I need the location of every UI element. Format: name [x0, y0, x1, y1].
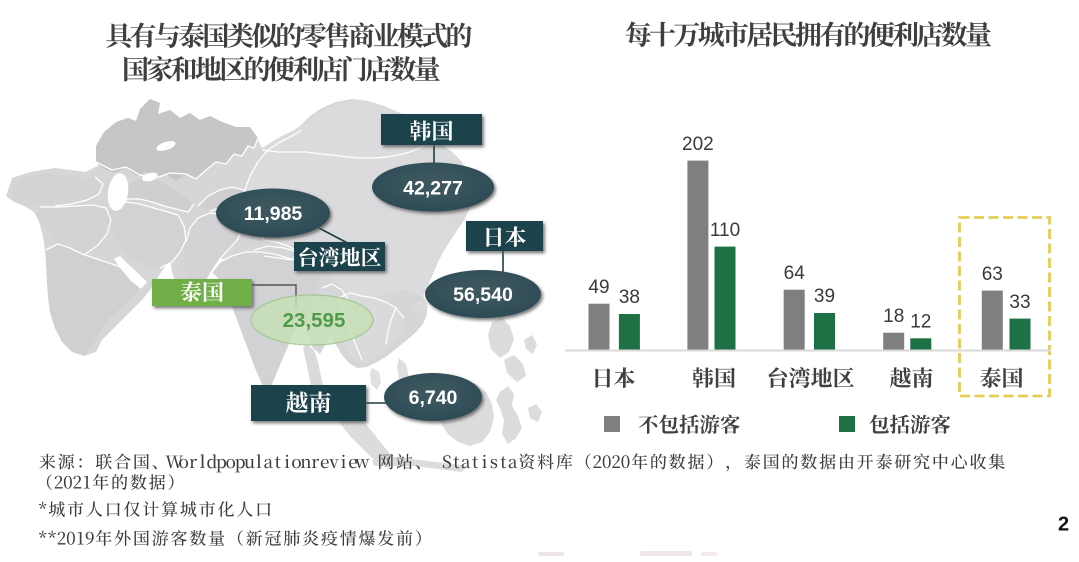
svg-text:11,985: 11,985	[244, 203, 303, 225]
svg-text:64: 64	[784, 263, 806, 284]
svg-text:39: 39	[814, 286, 835, 307]
svg-text:2: 2	[1058, 514, 1069, 536]
svg-text:23,595: 23,595	[283, 309, 346, 332]
svg-text:56,540: 56,540	[453, 284, 513, 306]
svg-text:12: 12	[910, 312, 931, 333]
svg-text:63: 63	[982, 264, 1003, 285]
svg-text:202: 202	[682, 134, 714, 155]
svg-text:38: 38	[619, 287, 640, 308]
svg-text:18: 18	[883, 306, 904, 327]
svg-text:33: 33	[1009, 292, 1030, 313]
svg-text:110: 110	[710, 220, 740, 241]
svg-text:42,277: 42,277	[403, 177, 463, 199]
svg-text:49: 49	[588, 277, 609, 298]
svg-text:6,740: 6,740	[409, 387, 458, 409]
